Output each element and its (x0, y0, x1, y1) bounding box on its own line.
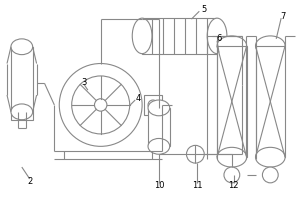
Text: 5: 5 (202, 5, 207, 14)
Ellipse shape (11, 39, 33, 55)
Text: 3: 3 (81, 78, 87, 87)
Text: 6: 6 (216, 34, 222, 43)
Text: 7: 7 (280, 12, 286, 21)
Ellipse shape (148, 138, 170, 154)
Text: 2: 2 (27, 177, 32, 186)
Ellipse shape (217, 147, 247, 167)
Bar (148, 108, 170, 146)
Text: 4: 4 (136, 94, 141, 103)
Circle shape (262, 167, 278, 183)
Bar (11, 47, 33, 120)
Circle shape (187, 145, 204, 163)
Ellipse shape (11, 104, 33, 120)
Circle shape (224, 167, 240, 183)
Bar (217, 46, 247, 157)
Ellipse shape (217, 36, 247, 56)
Text: 11: 11 (192, 181, 202, 190)
Bar (256, 46, 285, 157)
Circle shape (148, 100, 158, 110)
Ellipse shape (256, 36, 285, 56)
Circle shape (72, 76, 130, 134)
Text: 10: 10 (154, 181, 164, 190)
Text: 12: 12 (229, 181, 239, 190)
Ellipse shape (148, 100, 170, 116)
Ellipse shape (132, 18, 152, 54)
Circle shape (94, 99, 107, 111)
Circle shape (59, 64, 142, 146)
Bar (144, 95, 162, 115)
Ellipse shape (207, 18, 227, 54)
Bar (142, 18, 217, 54)
Ellipse shape (256, 147, 285, 167)
